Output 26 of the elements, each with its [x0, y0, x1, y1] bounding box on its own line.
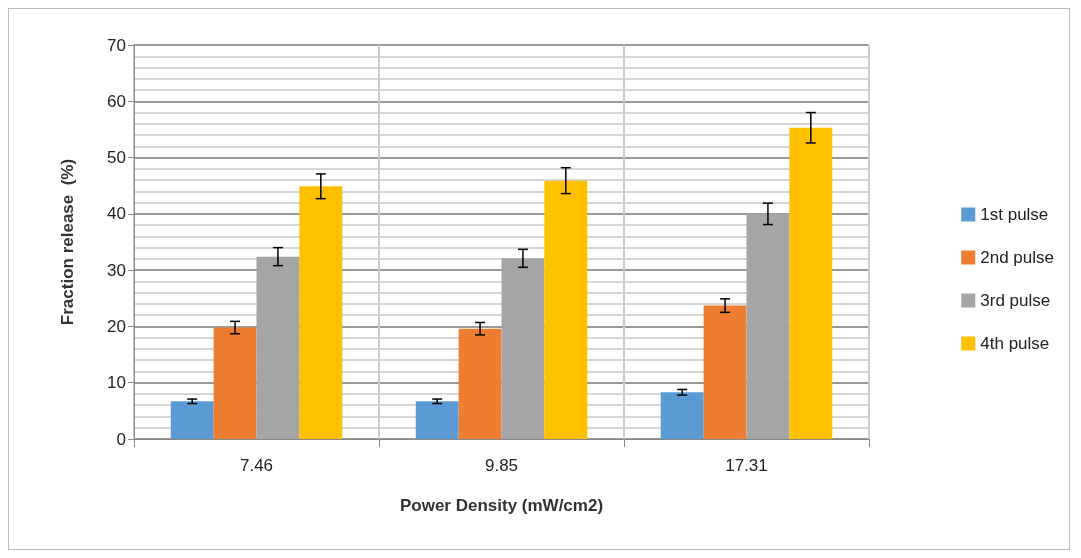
x-tick-label: 9.85 [484, 456, 519, 475]
y-tick-label: 20 [107, 316, 126, 336]
bar [544, 180, 588, 439]
y-tick-label: 40 [107, 204, 126, 224]
y-tick-label: 30 [107, 260, 126, 280]
bar [213, 327, 257, 439]
bar [170, 401, 214, 439]
y-axis-title: Fraction release (%) [58, 158, 77, 326]
legend-label: 4th pulse [980, 334, 1050, 353]
bar [299, 186, 343, 439]
x-tick-label: 17.31 [725, 456, 768, 475]
y-tick-label: 10 [107, 373, 126, 393]
y-tick-label: 60 [107, 91, 126, 111]
x-axis-title: Power Density (mW/cm2) [399, 496, 604, 515]
y-tick-label: 0 [116, 429, 126, 449]
bar [415, 401, 459, 439]
legend-label: 3rd pulse [980, 291, 1051, 310]
y-tick-label: 70 [107, 35, 126, 55]
legend-label: 1st pulse [980, 205, 1049, 224]
x-tick-label: 7.46 [239, 456, 274, 475]
legend-label: 2nd pulse [980, 248, 1055, 267]
bar [703, 305, 747, 439]
y-tick-label: 50 [107, 148, 126, 168]
bar [458, 328, 502, 439]
bar [789, 127, 833, 439]
bar [660, 392, 704, 439]
